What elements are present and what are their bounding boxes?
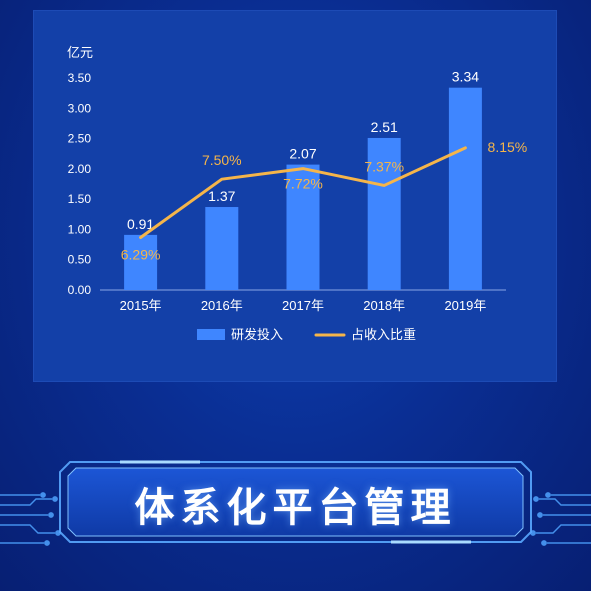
line-value-label: 6.29% <box>121 246 161 262</box>
x-tick-label: 2015年 <box>120 298 162 313</box>
y-axis-unit-label: 亿元 <box>67 45 93 60</box>
chart: 亿元 0.00 0.50 1.00 1.50 2.00 2.50 3.00 3.50 0.91… <box>67 45 528 342</box>
ratio-line <box>139 146 467 239</box>
banner-inner-plate <box>67 467 524 537</box>
circuit-lines-right <box>530 492 591 546</box>
y-tick-label: 0.50 <box>68 253 92 267</box>
y-tick-label: 1.50 <box>68 192 92 206</box>
y-tick-label: 3.00 <box>68 101 92 115</box>
line-value-label: 8.15% <box>488 139 528 155</box>
y-tick-label: 0.00 <box>68 283 92 297</box>
bar-2019年 <box>448 87 482 290</box>
banner-frame <box>0 460 591 546</box>
legend-bar-swatch <box>197 329 225 340</box>
bar-value-label: 1.37 <box>208 188 235 204</box>
line-value-label: 7.37% <box>364 158 404 174</box>
bar-2017年 <box>286 164 320 290</box>
bar-value-label: 2.07 <box>289 146 316 162</box>
legend-bar-label: 研发投入 <box>231 327 283 342</box>
y-tick-label: 1.00 <box>68 222 92 236</box>
y-tick-label: 2.00 <box>68 162 92 176</box>
bar-value-label: 3.34 <box>452 69 479 85</box>
bar-value-label: 0.91 <box>127 216 154 232</box>
bar-2015年 <box>124 234 158 290</box>
legend-line-label: 占收入比重 <box>351 327 416 342</box>
bar-value-label: 2.51 <box>371 119 398 135</box>
banner-outer-frame <box>59 461 532 543</box>
line-value-label: 7.50% <box>202 152 242 168</box>
x-tick-label: 2018年 <box>363 298 405 313</box>
section-title: 体系化平台管理 <box>134 485 457 531</box>
x-tick-label: 2019年 <box>444 298 486 313</box>
x-tick-label: 2016年 <box>201 298 243 313</box>
y-tick-label: 3.50 <box>68 71 92 85</box>
bar-2018年 <box>367 137 401 290</box>
line-value-label: 7.72% <box>283 176 323 192</box>
chart-panel: 亿元 0.00 0.50 1.00 1.50 2.00 2.50 3.00 3.50 0.91… <box>33 10 557 382</box>
y-tick-label: 2.50 <box>68 132 92 146</box>
circuit-lines-left <box>0 492 61 546</box>
x-tick-label: 2017年 <box>282 298 324 313</box>
bar-2016年 <box>205 207 239 290</box>
